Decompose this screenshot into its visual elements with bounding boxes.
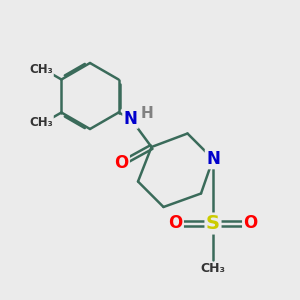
Text: O: O bbox=[168, 214, 183, 232]
Text: H: H bbox=[141, 106, 153, 121]
Text: CH₃: CH₃ bbox=[29, 116, 53, 129]
Text: N: N bbox=[206, 150, 220, 168]
Text: O: O bbox=[114, 154, 129, 172]
Text: CH₃: CH₃ bbox=[200, 262, 226, 275]
Text: N: N bbox=[124, 110, 137, 128]
Text: O: O bbox=[243, 214, 258, 232]
Text: CH₃: CH₃ bbox=[29, 63, 53, 76]
Text: S: S bbox=[206, 214, 220, 233]
